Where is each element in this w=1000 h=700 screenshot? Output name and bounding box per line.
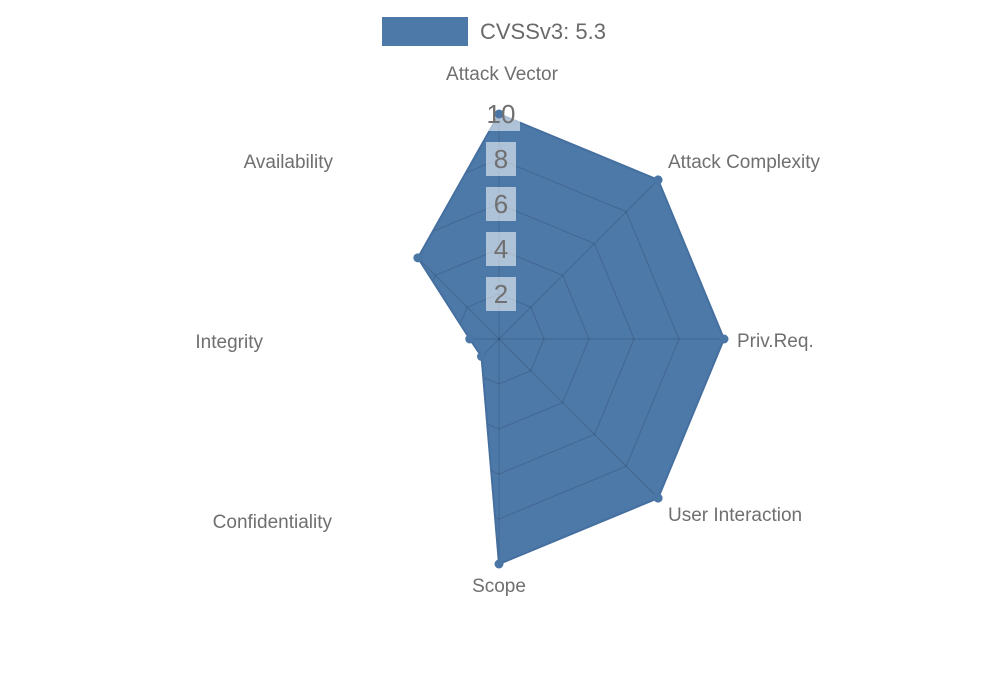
axis-label-priv-req: Priv.Req.	[737, 331, 814, 352]
grid-ring	[453, 293, 545, 385]
angle-line	[498, 179, 659, 340]
tick-backdrop	[486, 232, 516, 266]
data-point	[413, 253, 423, 263]
axis-label-scope: Scope	[472, 576, 526, 597]
data-point	[494, 559, 504, 569]
data-point	[494, 109, 504, 119]
axis-label-user-interaction: User Interaction	[668, 505, 802, 526]
axis-label-attack-complexity: Attack Complexity	[668, 152, 821, 173]
data-point	[719, 334, 729, 344]
data-polygon	[417, 114, 724, 564]
tick-label: 4	[494, 234, 508, 264]
data-point	[465, 334, 475, 344]
tick-backdrop	[486, 142, 516, 176]
tick-label: 10	[487, 99, 516, 129]
tick-label: 8	[494, 144, 508, 174]
angle-line	[417, 338, 500, 499]
axis-label-attack-vector: Attack Vector	[446, 64, 559, 85]
data-point	[653, 175, 663, 185]
axis-label-integrity: Integrity	[195, 332, 263, 353]
data-point	[653, 493, 663, 503]
tick-backdrop	[486, 187, 516, 221]
grid-ring	[417, 203, 635, 475]
tick-backdrop	[486, 277, 516, 311]
grid-ring	[417, 158, 680, 520]
data-point	[476, 352, 486, 362]
angle-line	[498, 338, 659, 499]
legend-swatch	[382, 17, 468, 46]
legend[interactable]: CVSSv3: 5.3	[382, 17, 606, 46]
tick-label: 6	[494, 189, 508, 219]
axis-label-availability: Availability	[244, 152, 334, 173]
tick-label: 2	[494, 279, 508, 309]
legend-label: CVSSv3: 5.3	[480, 19, 606, 44]
axis-label-confidentiality: Confidentiality	[213, 512, 333, 533]
